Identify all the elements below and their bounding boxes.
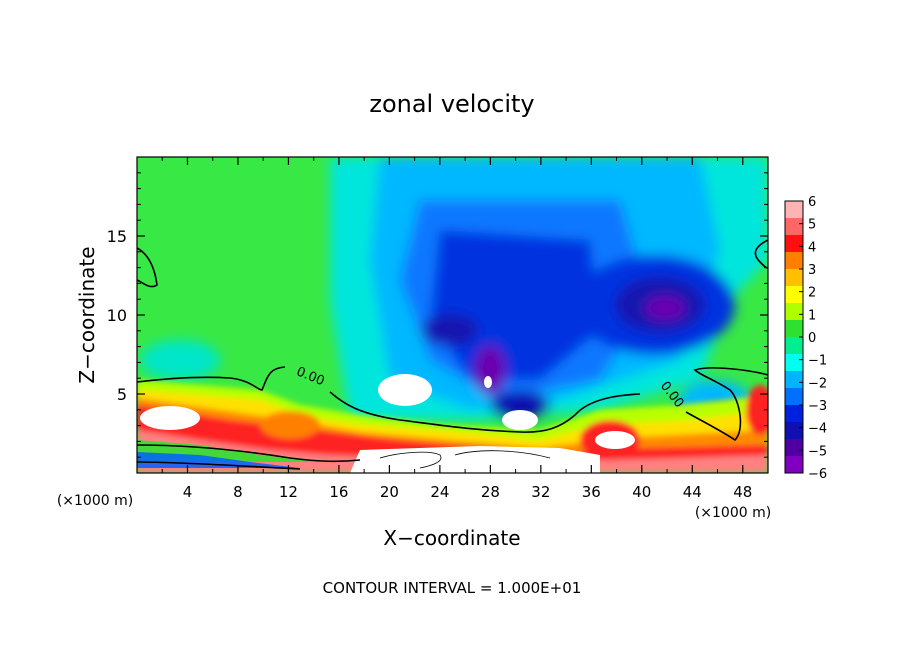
chart-title: zonal velocity xyxy=(369,90,534,118)
colorbar-swatch xyxy=(785,371,803,389)
x-tick-label: 48 xyxy=(733,483,752,501)
colorbar-swatch xyxy=(785,218,803,236)
colorbar-swatch xyxy=(785,422,803,440)
colorbar-swatch xyxy=(785,405,803,423)
colorbar-swatch xyxy=(785,439,803,457)
x-unit-label-left: (×1000 m) xyxy=(57,493,133,509)
colorbar-swatch xyxy=(785,303,803,321)
x-tick-label: 40 xyxy=(632,483,651,501)
colorbar-swatch xyxy=(785,201,803,219)
x-tick-label: 36 xyxy=(582,483,601,501)
colorbar-swatch xyxy=(785,235,803,253)
colorbar-label: 6 xyxy=(808,195,816,210)
y-tick-label: 5 xyxy=(117,385,127,404)
x-axis-label: X−coordinate xyxy=(383,526,520,550)
zero-contours xyxy=(137,239,768,470)
colorbar-label: −4 xyxy=(808,422,827,437)
x-unit-label-right: (×1000 m) xyxy=(695,505,771,521)
colorbar-label: −1 xyxy=(808,354,827,369)
x-tick-label: 24 xyxy=(430,483,449,501)
colorbar-swatch xyxy=(785,337,803,355)
y-axis-label: Z−coordinate xyxy=(75,246,99,383)
colorbar-swatch xyxy=(785,269,803,287)
x-tick-label: 44 xyxy=(683,483,702,501)
x-tick-label: 20 xyxy=(380,483,399,501)
colorbar-swatch xyxy=(785,320,803,338)
colorbar-label: −6 xyxy=(808,467,827,482)
colorbar-label: 5 xyxy=(808,218,816,233)
contour-interval-note: CONTOUR INTERVAL = 1.000E+01 xyxy=(323,579,582,597)
colorbar: 6 5 4 3 2 1 0 −1 −2 −3 −4 −5 −6 xyxy=(784,195,827,482)
colorbar-swatch xyxy=(785,388,803,406)
y-tick-label: 10 xyxy=(107,306,127,325)
x-tick-label: 12 xyxy=(279,483,298,501)
x-tick-label: 28 xyxy=(481,483,500,501)
colorbar-label: −2 xyxy=(808,376,827,391)
x-tick-label: 4 xyxy=(183,483,193,501)
colorbar-label: −3 xyxy=(808,399,827,414)
colorbar-label: 3 xyxy=(808,263,816,278)
colorbar-swatch xyxy=(785,354,803,372)
x-tick-label: 8 xyxy=(233,483,243,501)
colorbar-label: 1 xyxy=(808,308,816,323)
colorbar-swatch xyxy=(785,456,803,474)
colorbar-swatch xyxy=(785,286,803,304)
colorbar-swatch xyxy=(785,252,803,270)
x-tick-label: 16 xyxy=(329,483,348,501)
x-tick-label: 32 xyxy=(531,483,550,501)
colorbar-label: 2 xyxy=(808,286,816,301)
colorbar-label: −5 xyxy=(808,444,827,459)
heatmap-field xyxy=(137,157,768,473)
y-tick-label: 15 xyxy=(107,227,127,246)
colorbar-label: 0 xyxy=(808,331,816,346)
colorbar-label: 4 xyxy=(808,240,816,255)
